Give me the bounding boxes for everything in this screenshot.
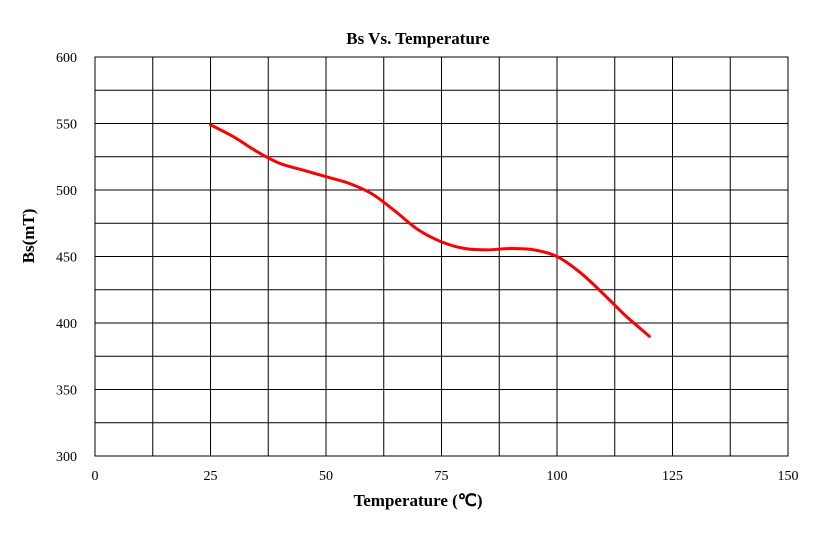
y-tick-label: 500 [56, 184, 77, 199]
y-tick-label: 550 [56, 118, 77, 133]
x-tick-label: 75 [435, 469, 449, 484]
x-axis-label: Temperature (℃) [353, 491, 482, 510]
chart-title: Bs Vs. Temperature [346, 29, 490, 48]
x-tick-label: 25 [204, 469, 218, 484]
y-tick-label: 300 [56, 450, 77, 465]
y-axis-ticks: 300 350 400 450 500 550 600 [56, 51, 77, 465]
y-axis-label: Bs(mT) [19, 209, 38, 264]
x-tick-label: 100 [547, 469, 568, 484]
x-axis-ticks: 0 25 50 75 100 125 150 [92, 469, 799, 484]
x-tick-label: 50 [319, 469, 333, 484]
series-group [209, 123, 651, 338]
x-tick-label: 150 [778, 469, 799, 484]
grid [95, 57, 788, 456]
y-tick-label: 400 [56, 317, 77, 332]
bs-series-line [209, 123, 651, 338]
x-tick-label: 125 [662, 469, 683, 484]
x-tick-label: 0 [92, 469, 99, 484]
y-tick-label: 350 [56, 384, 77, 399]
y-tick-label: 600 [56, 51, 77, 66]
plot-frame [94, 56, 789, 457]
y-tick-label: 450 [56, 251, 77, 266]
